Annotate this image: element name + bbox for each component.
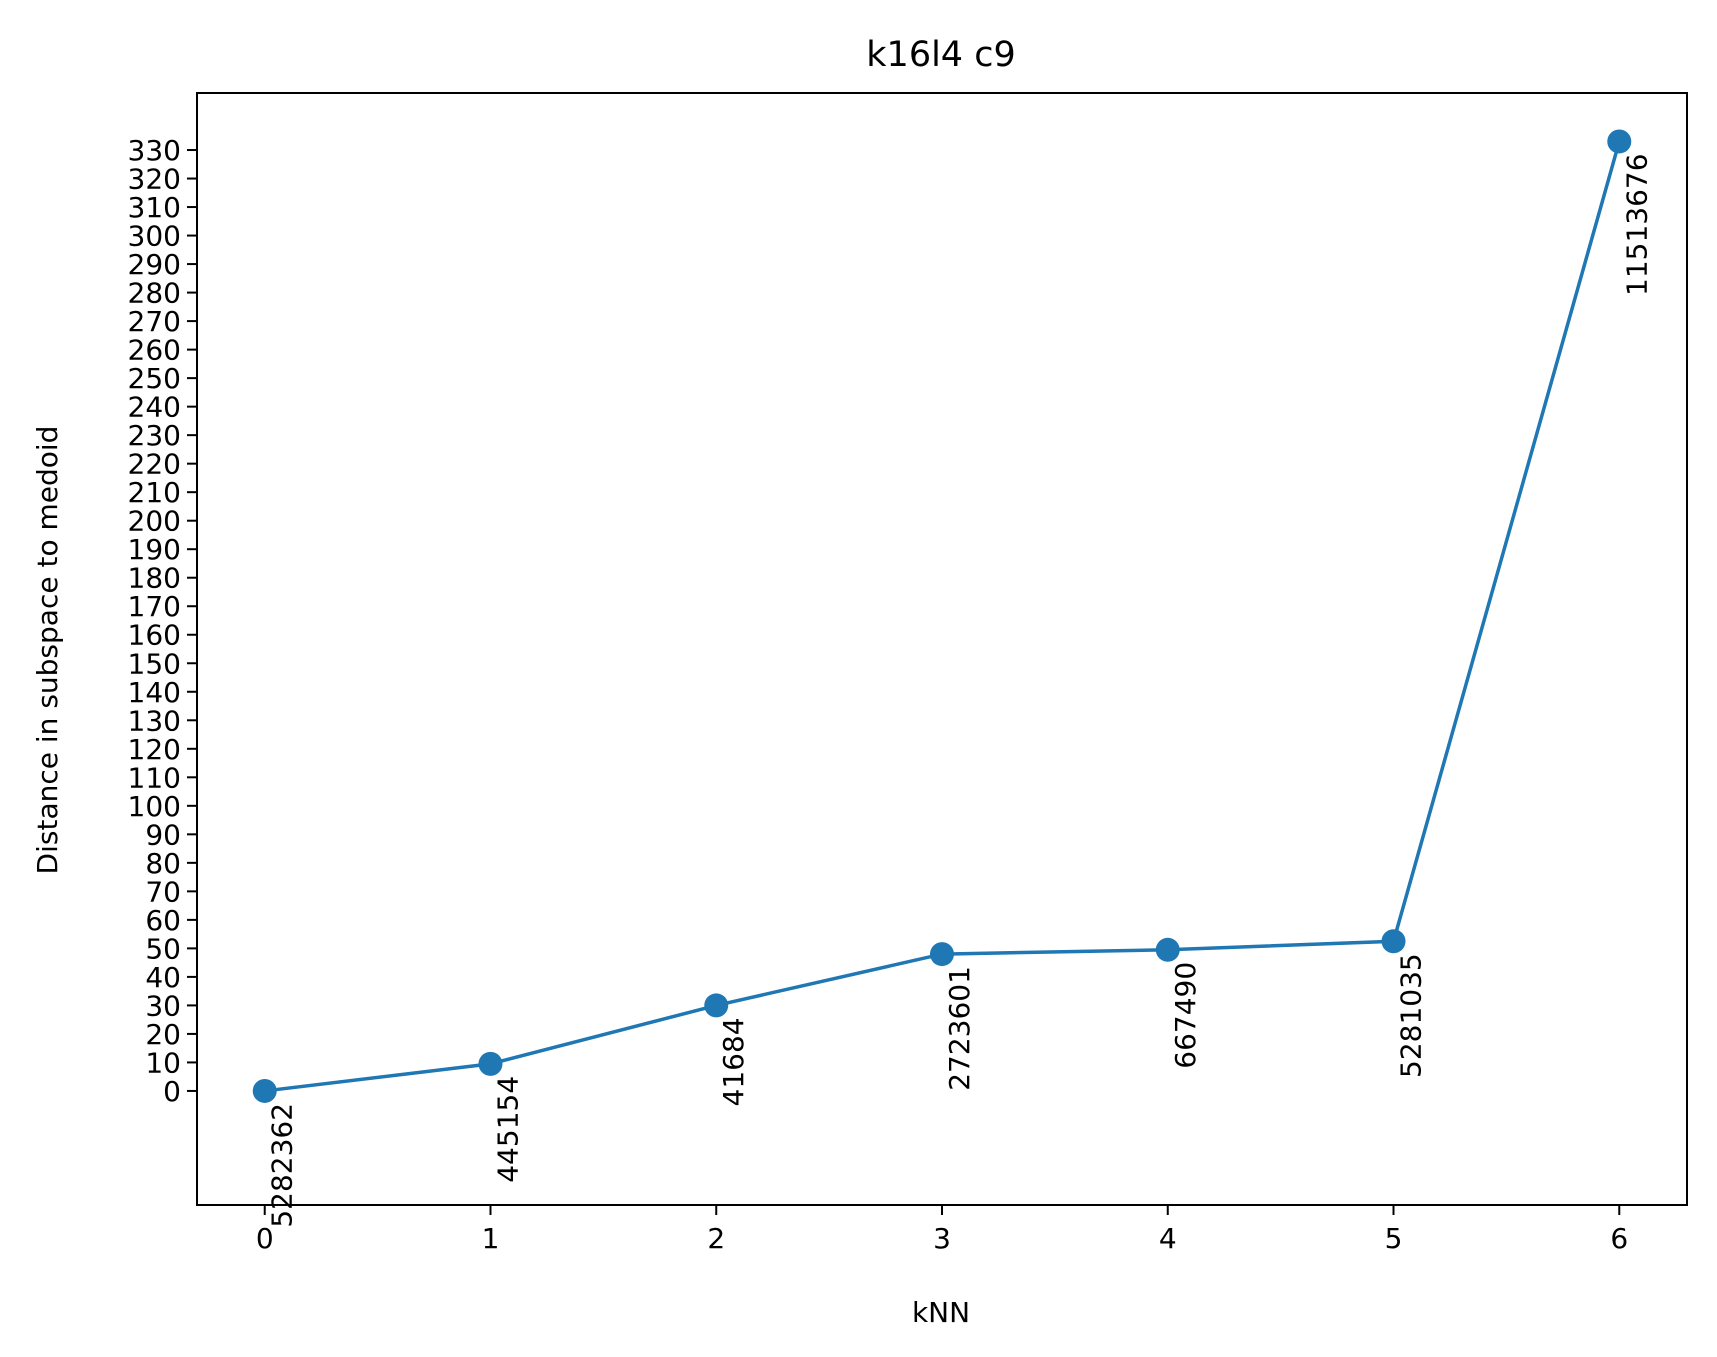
- x-tick-label: 0: [256, 1222, 274, 1255]
- y-tick-label: 10: [145, 1046, 181, 1079]
- plot-frame: [196, 92, 1688, 1206]
- y-tick-label: 90: [145, 818, 181, 851]
- y-tick-label: 310: [128, 191, 181, 224]
- y-tick-label: 320: [128, 163, 181, 196]
- y-tick-label: 280: [128, 277, 181, 310]
- y-tick-label: 30: [145, 989, 181, 1022]
- y-tick-label: 230: [128, 419, 181, 452]
- y-tick-label: 160: [128, 619, 181, 652]
- data-point: [1155, 937, 1180, 962]
- y-tick-label: 250: [128, 362, 181, 395]
- data-label: 445154: [491, 1076, 524, 1183]
- x-tick-label: 4: [1159, 1222, 1177, 1255]
- y-tick-label: 150: [128, 647, 181, 680]
- y-tick-label: 40: [145, 961, 181, 994]
- y-tick-label: 180: [128, 562, 181, 595]
- data-point: [1607, 129, 1632, 154]
- axis-ticks: 0 1 2 3 4 5 6010203040506070809010011012013014…: [128, 134, 1629, 1255]
- y-tick-label: 330: [128, 134, 181, 167]
- y-tick-label: 80: [145, 847, 181, 880]
- x-tick-label: 3: [933, 1222, 951, 1255]
- data-point: [478, 1051, 503, 1076]
- y-tick-label: 70: [145, 875, 181, 908]
- y-tick-label: 290: [128, 248, 181, 281]
- y-tick-label: 60: [145, 904, 181, 937]
- y-tick-label: 140: [128, 676, 181, 709]
- y-tick-label: 50: [145, 932, 181, 965]
- y-tick-label: 300: [128, 220, 181, 253]
- y-tick-label: 260: [128, 334, 181, 367]
- data-label: 2723601: [943, 966, 976, 1091]
- x-axis-label: kNN: [912, 1296, 970, 1329]
- y-tick-label: 20: [145, 1018, 181, 1051]
- y-tick-label: 120: [128, 733, 181, 766]
- data-label: 5282362: [266, 1103, 299, 1228]
- data-label: 667490: [1169, 962, 1202, 1069]
- data-label: 41684: [717, 1017, 750, 1106]
- y-tick-label: 190: [128, 533, 181, 566]
- data-point: [930, 942, 954, 967]
- y-axis-label: Distance in subspace to medoid: [31, 426, 64, 875]
- y-tick-label: 210: [128, 476, 181, 509]
- y-tick-label: 100: [128, 790, 181, 823]
- x-tick-label: 1: [482, 1222, 500, 1255]
- x-tick-label: 2: [707, 1222, 725, 1255]
- y-tick-label: 130: [128, 704, 181, 737]
- x-tick-label: 6: [1610, 1222, 1628, 1255]
- x-tick-label: 5: [1385, 1222, 1403, 1255]
- data-label: 11513676: [1620, 153, 1653, 296]
- y-tick-label: 110: [128, 761, 181, 794]
- chart-title: k16l4 c9: [866, 35, 1015, 75]
- data-label: 5281035: [1395, 953, 1428, 1078]
- y-tick-label: 270: [128, 305, 181, 338]
- y-tick-label: 0: [163, 1075, 181, 1108]
- y-tick-label: 200: [128, 505, 181, 538]
- y-tick-label: 240: [128, 391, 181, 424]
- data-point: [252, 1078, 277, 1103]
- plot-marks: 5282362 445154 41684 2723601 667490 5281035 11…: [252, 129, 1653, 1228]
- y-tick-label: 220: [128, 448, 181, 481]
- data-point: [704, 993, 729, 1018]
- data-point: [1381, 929, 1406, 954]
- y-tick-label: 170: [128, 590, 181, 623]
